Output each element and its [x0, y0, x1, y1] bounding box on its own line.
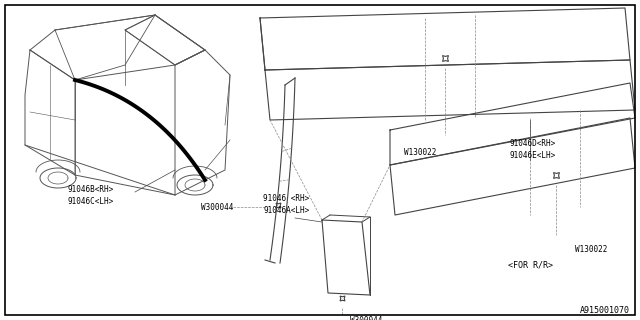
Text: 91046 <RH>
91046A<LH>: 91046 <RH> 91046A<LH> — [263, 194, 309, 215]
Text: W130022: W130022 — [404, 148, 436, 157]
Text: 91046D<RH>
91046E<LH>: 91046D<RH> 91046E<LH> — [510, 139, 556, 160]
Text: W130022: W130022 — [575, 245, 607, 254]
Text: W300044: W300044 — [200, 203, 233, 212]
Text: A915001070: A915001070 — [580, 306, 630, 315]
Text: W300044: W300044 — [350, 316, 382, 320]
Text: 91046B<RH>
91046C<LH>: 91046B<RH> 91046C<LH> — [68, 185, 115, 206]
Text: <FOR R/R>: <FOR R/R> — [508, 260, 552, 269]
